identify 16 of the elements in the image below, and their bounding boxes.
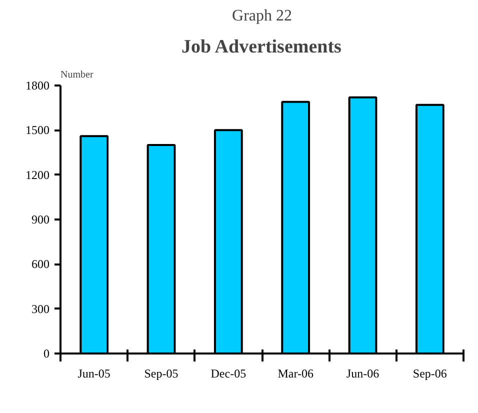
x-tick-label: Sep-06: [412, 366, 447, 380]
x-tick-label: Jun-05: [78, 366, 110, 380]
y-axis-title: Number: [60, 70, 94, 80]
x-tick-label: Sep-05: [144, 366, 178, 380]
y-tick-label: 300: [32, 302, 50, 316]
chart-subtitle: Job Advertisements: [182, 36, 342, 58]
chart-title: Graph 22: [232, 8, 292, 24]
y-tick-label: 600: [32, 257, 50, 272]
x-tick-label: Dec-05: [210, 366, 246, 380]
x-tick-label: Jun-06: [346, 366, 380, 380]
y-tick-label: 900: [32, 212, 50, 226]
y-tick-label: 1500: [26, 123, 50, 138]
y-tick-label: 1800: [26, 78, 50, 92]
y-tick-label: 1200: [26, 168, 50, 182]
x-tick-label: Mar-06: [278, 366, 314, 380]
y-tick-label: 0: [44, 346, 50, 360]
